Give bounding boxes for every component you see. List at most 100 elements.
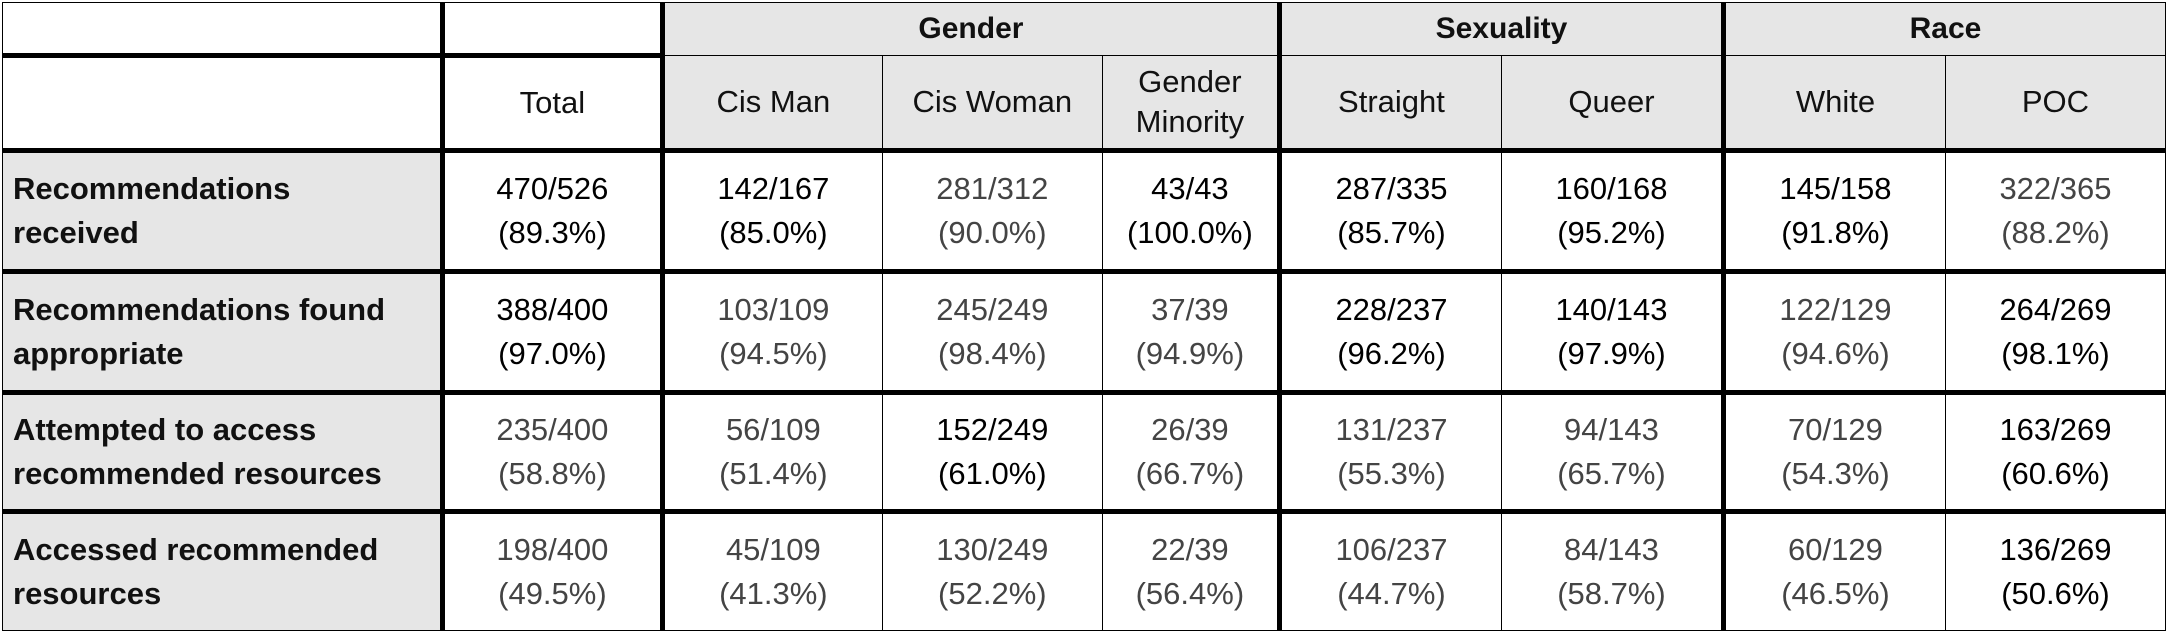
col-gender-minority-line1: Gender <box>1138 64 1242 99</box>
row-label: Accessed recommended resources <box>2 509 445 631</box>
cell-cis-woman: 245/249 (98.4%) <box>881 269 1103 393</box>
table-row: Attempted to access recommended resource… <box>2 390 2167 512</box>
cell-cis-man: 103/109 (94.5%) <box>661 269 883 393</box>
cell-straight: 131/237 (55.3%) <box>1278 390 1502 512</box>
cell-count: 152/249 <box>936 412 1049 447</box>
cell-count: 60/129 <box>1788 532 1883 567</box>
col-total: Total <box>441 55 665 151</box>
cell-percent: (91.8%) <box>1781 215 1890 250</box>
cell-white: 60/129 (46.5%) <box>1722 509 1946 631</box>
cell-count: 264/269 <box>1999 292 2112 327</box>
cell-white: 70/129 (54.3%) <box>1722 390 1946 512</box>
cell-percent: (90.0%) <box>938 215 1047 250</box>
cell-count: 142/167 <box>717 171 830 206</box>
cell-percent: (46.5%) <box>1781 576 1890 611</box>
cell-count: 322/365 <box>1999 171 2112 206</box>
cell-percent: (89.3%) <box>498 215 607 250</box>
row-label: Recommendations found appropriate <box>2 269 445 393</box>
cell-percent: (49.5%) <box>498 576 607 611</box>
cell-percent: (61.0%) <box>938 456 1047 491</box>
cell-percent: (55.3%) <box>1337 456 1446 491</box>
cell-percent: (65.7%) <box>1557 456 1666 491</box>
cell-percent: (66.7%) <box>1135 456 1245 491</box>
row-label-line1: Recommendations found <box>13 292 386 327</box>
cell-count: 106/237 <box>1335 532 1448 567</box>
cell-count: 198/400 <box>496 532 609 567</box>
cell-poc: 322/365 (88.2%) <box>1944 148 2167 272</box>
cell-total: 235/400 (58.8%) <box>441 390 665 512</box>
cell-count: 245/249 <box>936 292 1049 327</box>
cell-cis-woman: 152/249 (61.0%) <box>881 390 1103 512</box>
cell-percent: (94.6%) <box>1781 336 1890 371</box>
cell-count: 94/143 <box>1564 412 1659 447</box>
cell-percent: (94.9%) <box>1135 336 1245 371</box>
col-queer: Queer <box>1500 55 1726 151</box>
cell-white: 122/129 (94.6%) <box>1722 269 1946 393</box>
row-label: Attempted to access recommended resource… <box>2 390 445 512</box>
cell-total: 198/400 (49.5%) <box>441 509 665 631</box>
group-race: Race <box>1722 2 2167 56</box>
cell-count: 287/335 <box>1335 171 1448 206</box>
cell-percent: (52.2%) <box>938 576 1047 611</box>
cell-percent: (100.0%) <box>1126 215 1253 250</box>
cell-percent: (95.2%) <box>1557 215 1666 250</box>
group-header-row: Gender Sexuality Race <box>2 2 2167 58</box>
cell-poc: 264/269 (98.1%) <box>1944 269 2167 393</box>
row-label-line1: Attempted to access <box>13 412 317 447</box>
cell-count: 145/158 <box>1779 171 1892 206</box>
cell-count: 228/237 <box>1335 292 1448 327</box>
cell-percent: (54.3%) <box>1781 456 1890 491</box>
cell-straight: 228/237 (96.2%) <box>1278 269 1502 393</box>
table-row: Recommendations received 470/526 (89.3%) … <box>2 148 2167 272</box>
row-label-line1: Recommendations <box>13 171 291 206</box>
cell-count: 130/249 <box>936 532 1049 567</box>
cell-count: 56/109 <box>725 412 821 447</box>
row-label-line2: received <box>13 215 139 250</box>
cell-percent: (97.9%) <box>1557 336 1666 371</box>
cell-count: 45/109 <box>725 532 821 567</box>
cell-percent: (56.4%) <box>1135 576 1245 611</box>
cell-count: 140/143 <box>1555 292 1668 327</box>
cell-gender-minority: 37/39 (94.9%) <box>1101 269 1282 393</box>
cell-count: 136/269 <box>1999 532 2112 567</box>
cell-count: 70/129 <box>1788 412 1883 447</box>
cell-percent: (51.4%) <box>719 456 828 491</box>
cell-percent: (44.7%) <box>1337 576 1446 611</box>
col-white: White <box>1722 55 1946 151</box>
cell-count: 37/39 <box>1151 292 1229 327</box>
row-label-line2: recommended resources <box>13 456 382 491</box>
cell-cis-man: 142/167 (85.0%) <box>661 148 883 272</box>
cell-straight: 287/335 (85.7%) <box>1278 148 1502 272</box>
cell-count: 163/269 <box>1999 412 2112 447</box>
cell-count: 388/400 <box>496 292 609 327</box>
col-straight: Straight <box>1278 55 1502 151</box>
cell-count: 470/526 <box>496 171 609 206</box>
cell-cis-man: 56/109 (51.4%) <box>661 390 883 512</box>
cell-poc: 163/269 (60.6%) <box>1944 390 2167 512</box>
cell-count: 26/39 <box>1151 412 1229 447</box>
cell-percent: (58.7%) <box>1557 576 1666 611</box>
cell-count: 160/168 <box>1555 171 1668 206</box>
table-row: Recommendations found appropriate 388/40… <box>2 269 2167 393</box>
row-label-line1: Accessed recommended <box>13 532 379 567</box>
row-label-line2: appropriate <box>13 336 184 371</box>
cell-total: 470/526 (89.3%) <box>441 148 665 272</box>
cell-percent: (58.8%) <box>498 456 607 491</box>
cell-gender-minority: 22/39 (56.4%) <box>1101 509 1282 631</box>
row-label: Recommendations received <box>2 148 445 272</box>
cell-count: 43/43 <box>1151 171 1229 206</box>
cell-percent: (85.7%) <box>1337 215 1446 250</box>
cell-count: 103/109 <box>717 292 830 327</box>
cell-count: 22/39 <box>1151 532 1229 567</box>
cell-cis-woman: 281/312 (90.0%) <box>881 148 1103 272</box>
cell-gender-minority: 43/43 (100.0%) <box>1101 148 1282 272</box>
cell-count: 122/129 <box>1779 292 1892 327</box>
cell-total: 388/400 (97.0%) <box>441 269 665 393</box>
col-cis-man: Cis Man <box>661 55 883 151</box>
corner-blank-cell <box>2 2 445 58</box>
cell-percent: (50.6%) <box>2001 576 2110 611</box>
col-gender-minority: Gender Minority <box>1101 55 1282 151</box>
row-header-blank-cell <box>2 55 445 151</box>
col-cis-woman: Cis Woman <box>881 55 1103 151</box>
